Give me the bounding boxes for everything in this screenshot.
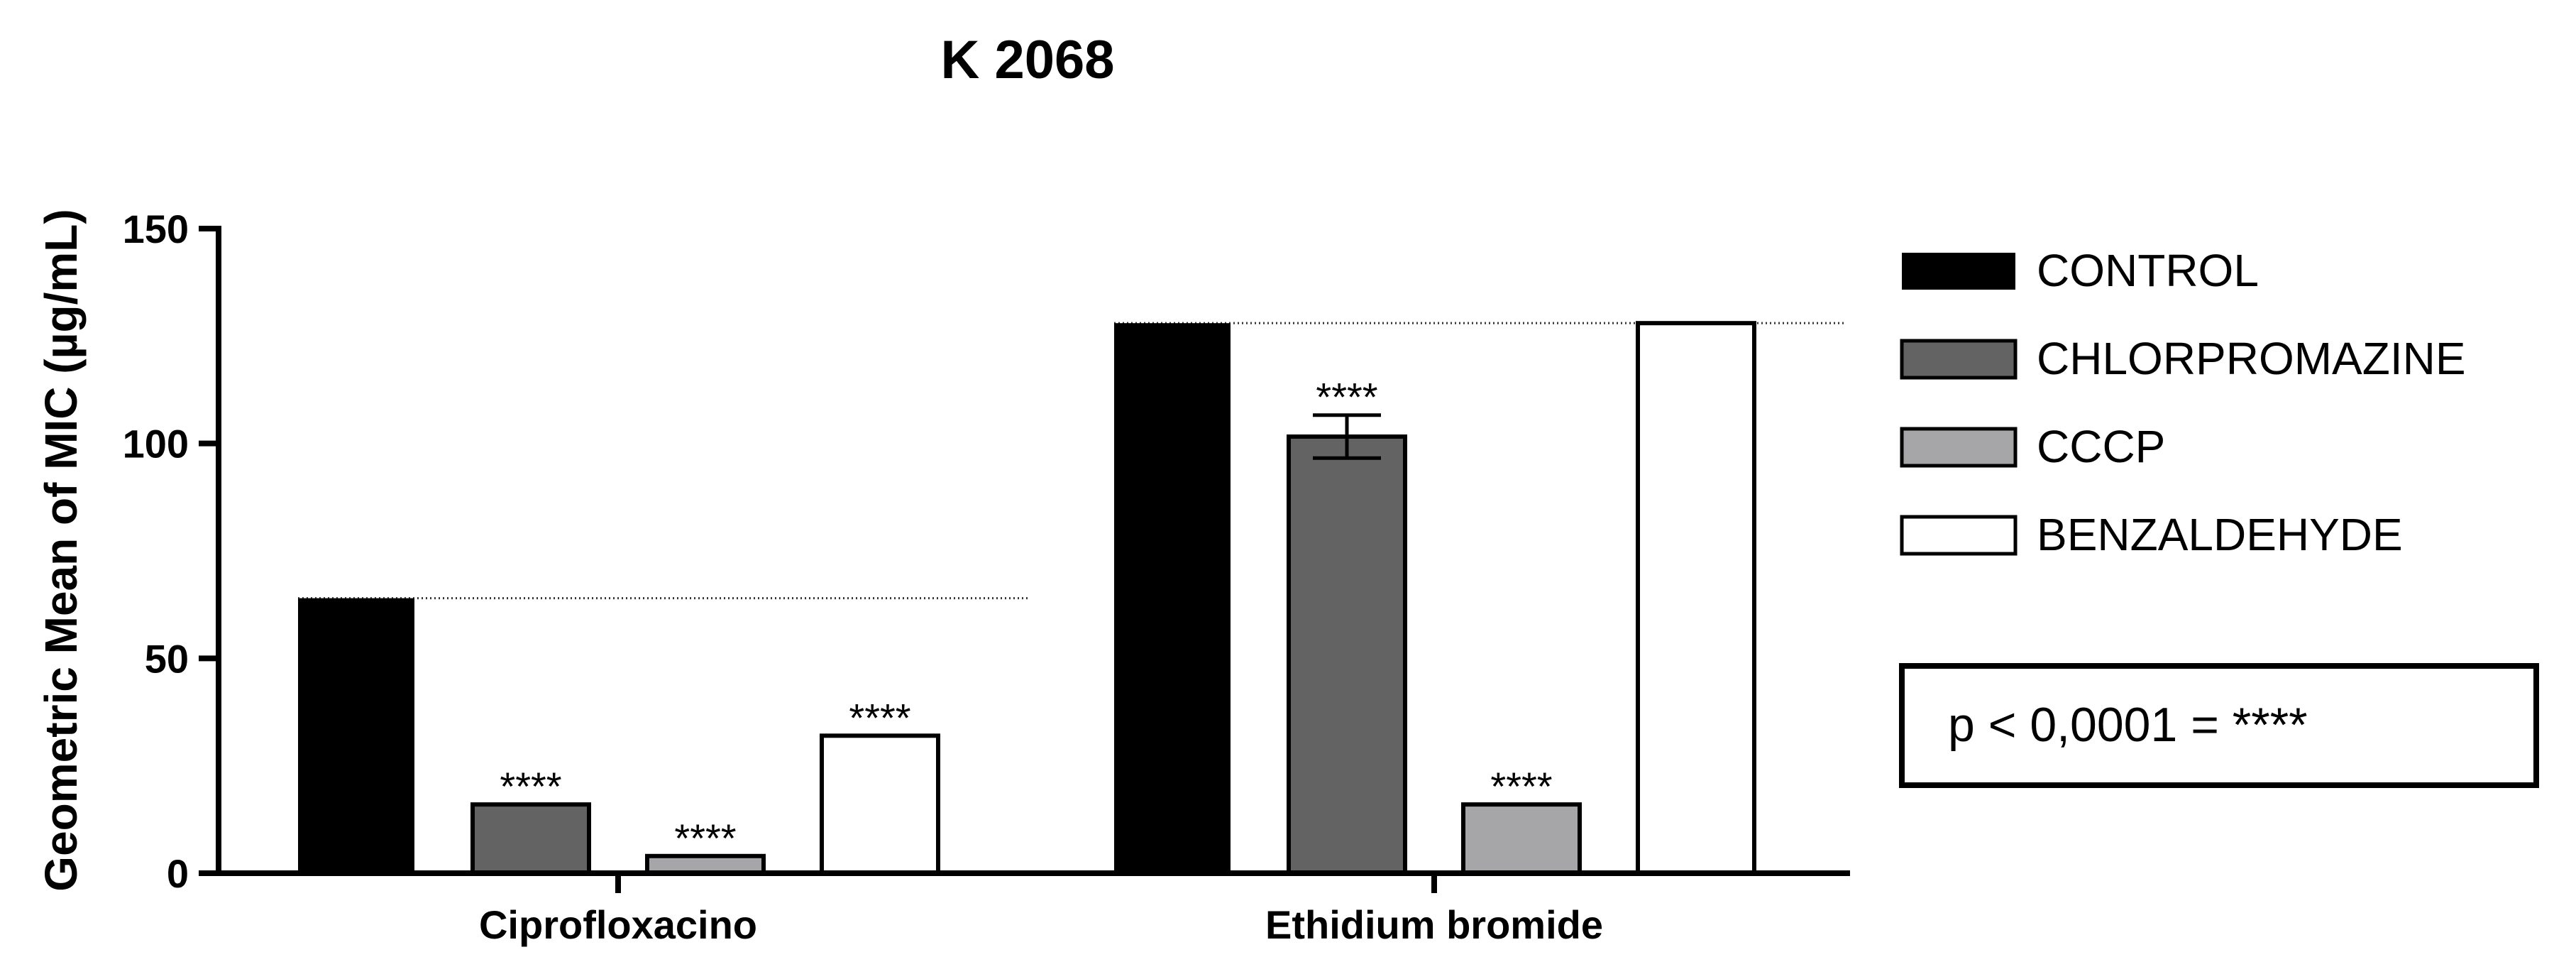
legend-swatch-cccp: [1900, 427, 2018, 468]
x-category-label: Ciprofloxacino: [479, 902, 757, 947]
legend-swatch-benzaldehyde: [1900, 515, 2018, 556]
legend-label-control: CONTROL: [2037, 245, 2259, 296]
y-axis-ticks: 0 50 100 150: [123, 207, 219, 896]
chart-title: K 2068: [940, 30, 1114, 90]
y-tick-label: 150: [123, 207, 189, 251]
significance-label: ****: [849, 695, 910, 740]
legend-swatch-control: [1902, 253, 2015, 290]
significance-label: ****: [500, 764, 561, 809]
reference-lines: [298, 322, 1845, 600]
bar-control-0: [298, 598, 414, 873]
bar-chlorpromazine-0: [470, 802, 591, 875]
legend-label-chlorpromazine: CHLORPROMAZINE: [2037, 333, 2466, 384]
legend-label-cccp: CCCP: [2037, 421, 2165, 472]
y-tick-label: 100: [123, 422, 189, 466]
significance-labels: **** **** **** **** ****: [500, 375, 1552, 860]
note-box: [1899, 663, 2539, 788]
legend-swatch-chlorpromazine: [1900, 339, 2018, 380]
error-bars: [1313, 413, 1381, 460]
legend-label-benzaldehyde: BENZALDEHYDE: [2037, 509, 2403, 560]
significance-label: ****: [1490, 764, 1552, 809]
bar-cccp-1: [1461, 802, 1582, 875]
x-axis-categories: Ciprofloxacino Ethidium bromide: [479, 873, 1603, 947]
bar-benzaldehyde-0: [820, 733, 940, 875]
x-category-label: Ethidium bromide: [1265, 902, 1603, 947]
y-axis-label: Geometric Mean of MIC (µg/mL): [35, 209, 87, 891]
significance-label: ****: [674, 816, 736, 860]
bar-control-1: [1114, 323, 1231, 873]
significance-label: ****: [1316, 375, 1377, 420]
note-text: p < 0,0001 = ****: [1948, 698, 2308, 752]
bar-chlorpromazine-1: [1287, 434, 1407, 875]
legend: CONTROL CHLORPROMAZINE CCCP BENZALDEHYDE: [1900, 245, 2466, 560]
bars: [298, 321, 1756, 875]
y-tick-label: 50: [145, 636, 189, 681]
y-tick-label: 0: [167, 851, 189, 896]
bar-benzaldehyde-1: [1636, 321, 1756, 875]
